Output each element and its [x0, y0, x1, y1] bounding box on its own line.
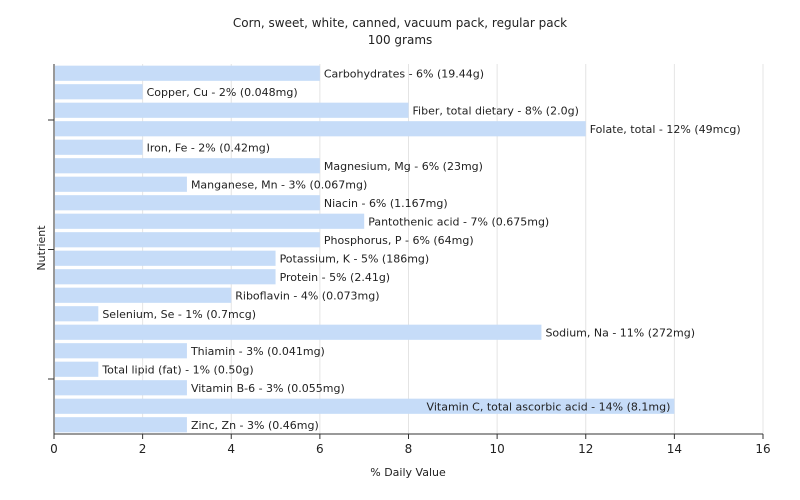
bar-label-10: Potassium, K - 5% (186mg): [280, 252, 430, 265]
x-tick-label-14: 14: [667, 442, 682, 456]
bar-4: [55, 139, 143, 155]
bar-19: [55, 417, 187, 433]
bar-10: [55, 250, 276, 266]
bar-label-0: Carbohydrates - 6% (19.44g): [324, 67, 484, 80]
bar-9: [55, 232, 320, 248]
bar-17: [55, 380, 187, 396]
bar-label-18: Vitamin C, total ascorbic acid - 14% (8.…: [427, 400, 671, 413]
bar-label-13: Selenium, Se - 1% (0.7mcg): [102, 308, 256, 321]
bar-label-1: Copper, Cu - 2% (0.048mg): [147, 86, 298, 99]
bar-label-12: Riboflavin - 4% (0.073mg): [235, 289, 379, 302]
bar-label-17: Vitamin B-6 - 3% (0.055mg): [191, 382, 345, 395]
bar-label-2: Fiber, total dietary - 8% (2.0g): [413, 104, 579, 117]
bar-label-15: Thiamin - 3% (0.041mg): [190, 345, 325, 358]
bar-15: [55, 343, 187, 359]
bar-16: [55, 361, 99, 377]
bar-11: [55, 269, 276, 285]
bar-13: [55, 306, 99, 322]
x-tick-label-16: 16: [755, 442, 770, 456]
bar-label-16: Total lipid (fat) - 1% (0.50g): [101, 363, 253, 376]
chart-subtitle: 100 grams: [368, 33, 433, 47]
gridlines: [142, 64, 764, 434]
bar-label-9: Phosphorus, P - 6% (64mg): [324, 234, 474, 247]
bar-14: [55, 324, 542, 340]
bar-3: [55, 121, 586, 137]
bar-8: [55, 213, 365, 229]
x-tick-label-2: 2: [139, 442, 147, 456]
bar-label-5: Magnesium, Mg - 6% (23mg): [324, 160, 483, 173]
x-axis-label: % Daily Value: [370, 466, 446, 479]
bar-6: [55, 176, 187, 192]
bar-7: [55, 195, 320, 211]
bar-label-3: Folate, total - 12% (49mcg): [590, 123, 741, 136]
bars: Carbohydrates - 6% (19.44g) Copper, Cu - …: [55, 65, 741, 433]
x-tick-label-0: 0: [50, 442, 58, 456]
bar-2: [55, 102, 409, 118]
x-tick-label-6: 6: [316, 442, 324, 456]
x-tick-label-10: 10: [489, 442, 504, 456]
bar-label-6: Manganese, Mn - 3% (0.067mg): [191, 178, 367, 191]
bar-5: [55, 158, 320, 174]
chart-title: Corn, sweet, white, canned, vacuum pack,…: [233, 16, 567, 30]
bar-label-7: Niacin - 6% (1.167mg): [324, 197, 448, 210]
bar-label-4: Iron, Fe - 2% (0.42mg): [147, 141, 270, 154]
bar-label-8: Pantothenic acid - 7% (0.675mg): [368, 215, 549, 228]
bar-0: [55, 65, 320, 81]
bar-label-14: Sodium, Na - 11% (272mg): [545, 326, 695, 339]
y-axis-label: Nutrient: [35, 225, 48, 271]
x-tick-label-4: 4: [227, 442, 235, 456]
x-tick-label-12: 12: [578, 442, 593, 456]
axes: 0 2 4 6 8 10 12 14 16: [48, 64, 771, 456]
bar-18: [55, 398, 675, 414]
bar-label-19: Zinc, Zn - 3% (0.46mg): [191, 419, 319, 432]
bar-1: [55, 84, 143, 100]
bar-12: [55, 287, 232, 303]
x-tick-label-8: 8: [405, 442, 413, 456]
bar-label-11: Protein - 5% (2.41g): [280, 271, 391, 284]
